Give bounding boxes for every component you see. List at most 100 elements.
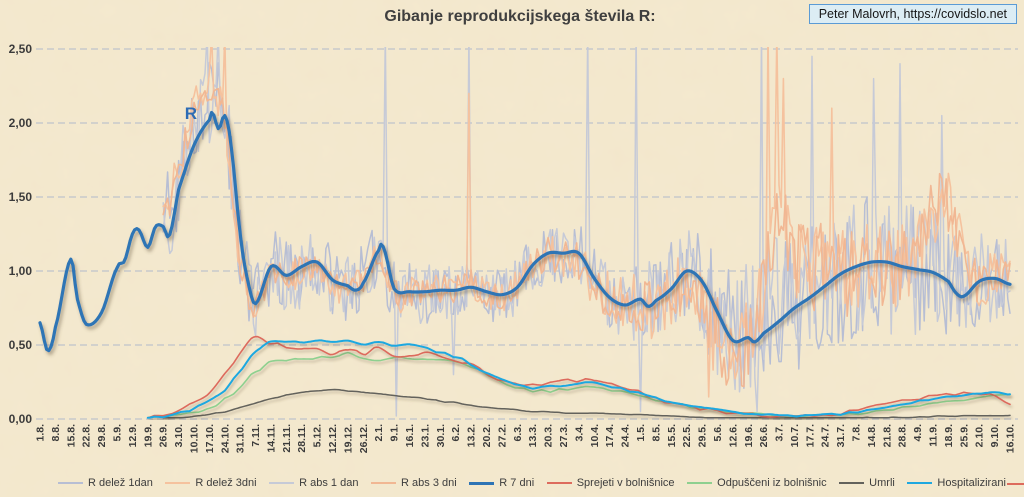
y-tick-label: 0,50 xyxy=(9,338,33,352)
x-tick-label: 5.12. xyxy=(312,424,324,447)
legend-swatch xyxy=(546,482,572,484)
y-tick-label: 2,50 xyxy=(9,42,33,56)
series-hospitalizirani xyxy=(146,339,1011,419)
x-tick-label: 31.10. xyxy=(235,424,247,453)
legend-item: Sprejeti v bolnišnice xyxy=(546,477,675,489)
x-tick-label: 9.10. xyxy=(989,424,1001,447)
legend-item: R delež 1dan xyxy=(58,477,153,489)
x-tick-label: 3.7. xyxy=(774,424,786,442)
x-tick-label: 25.9. xyxy=(958,424,970,447)
x-tick-label: 2.10. xyxy=(974,424,986,447)
x-tick-label: 19.12. xyxy=(342,424,354,453)
x-tick-label: 5.9. xyxy=(111,424,123,442)
x-tick-label: 26.9. xyxy=(158,424,170,447)
legend-swatch xyxy=(687,482,713,484)
x-tick-label: 27.3. xyxy=(558,424,570,447)
x-tick-label: 19.6. xyxy=(743,424,755,447)
x-tick-label: 17.10. xyxy=(204,424,216,453)
x-tick-label: 21.8. xyxy=(881,424,893,447)
x-tick-label: 4.9. xyxy=(912,424,924,442)
x-tick-label: 31.7. xyxy=(835,424,847,447)
x-tick-label: 18.9. xyxy=(943,424,955,447)
legend-item: R abs 1 dan xyxy=(269,477,358,489)
credit-text: Peter Malovrh, https://covidslo.net xyxy=(818,7,1007,21)
x-tick-label: 3.10. xyxy=(173,424,185,447)
x-tick-label: 16.10. xyxy=(1005,424,1017,453)
legend-label: Hospitalizirani xyxy=(937,477,1006,489)
x-tick-label: 24.7. xyxy=(820,424,832,447)
x-tick-label: 29.5. xyxy=(697,424,709,447)
series-r-7-dni xyxy=(38,110,1012,353)
x-tick-label: 14.8. xyxy=(866,424,878,447)
x-tick-label: 27.2. xyxy=(496,424,508,447)
x-tick-label: 28.11. xyxy=(296,424,308,453)
x-tick-label: 15.8. xyxy=(65,424,77,447)
x-tick-label: 19.9. xyxy=(142,424,154,447)
x-tick-label: 12.6. xyxy=(727,424,739,447)
x-tick-label: 26.6. xyxy=(758,424,770,447)
x-tick-label: 21.11. xyxy=(281,424,293,453)
legend-label: R delež 3dni xyxy=(195,477,257,489)
legend-item: Hospitalizirani xyxy=(907,477,1006,489)
x-tick-label: 1.5. xyxy=(635,424,647,442)
x-tick-label: 13.3. xyxy=(527,424,539,447)
legend-item: R 7 dni xyxy=(469,477,534,489)
y-tick-label: 2,00 xyxy=(9,116,33,130)
x-tick-label: 23.1. xyxy=(419,424,431,447)
x-tick-label: 3.4. xyxy=(573,424,585,442)
x-tick-label: 12.9. xyxy=(127,424,139,447)
x-tick-label: 20.2. xyxy=(481,424,493,447)
legend: R delež 1dan R delež 3dni R abs 1 dan R abs… xyxy=(58,474,1006,492)
y-tick-label: 0,00 xyxy=(9,412,33,426)
legend-item: Odpuščeni iz bolnišnic xyxy=(687,477,827,489)
legend-swatch xyxy=(269,482,295,484)
legend-label: R abs 1 dan xyxy=(299,477,359,489)
x-tick-label: 15.5. xyxy=(666,424,678,447)
x-tick-label: 17.7. xyxy=(804,424,816,447)
legend-label: R abs 3 dni xyxy=(401,477,457,489)
legend-swatch xyxy=(907,482,933,484)
y-tick-label: 1,00 xyxy=(9,264,33,278)
series-umrli xyxy=(162,388,1011,419)
x-tick-label: 6.2. xyxy=(450,424,462,442)
r-annotation: R xyxy=(185,104,197,123)
legend-swatch xyxy=(371,482,397,484)
x-tick-label: 26.12. xyxy=(358,424,370,453)
x-tick-label: 22.5. xyxy=(681,424,693,447)
x-tick-label: 10.7. xyxy=(789,424,801,447)
series-r-abs-3-dni xyxy=(162,87,1011,388)
chart-title: Gibanje reprodukcijskega števila R: xyxy=(384,8,656,25)
legend-swatch xyxy=(839,482,865,484)
legend-item-partial-swatch xyxy=(1007,483,1024,485)
x-tick-label: 6.3. xyxy=(512,424,524,442)
x-tick-label: 2.1. xyxy=(373,424,385,442)
x-tick-label: 10.10. xyxy=(188,424,200,453)
legend-label: Odpuščeni iz bolnišnic xyxy=(717,477,827,489)
legend-label: Umrli xyxy=(869,477,895,489)
legend-swatch xyxy=(58,482,83,484)
x-tick-label: 20.3. xyxy=(543,424,555,447)
series-odpu-eni-iz-bolni-nic xyxy=(162,351,1011,418)
x-tick-label: 11.9. xyxy=(928,424,940,447)
x-tick-label: 30.1. xyxy=(435,424,447,447)
x-tick-label: 7.11. xyxy=(250,424,262,447)
x-tick-label: 8.5. xyxy=(650,424,662,442)
series-sprejeti-v-bolni-nice xyxy=(147,335,1011,419)
x-tick-label: 14.11. xyxy=(265,424,277,453)
legend-item: R abs 3 dni xyxy=(371,477,457,489)
legend-label: Sprejeti v bolnišnice xyxy=(576,477,675,489)
x-tick-label: 1.8. xyxy=(35,424,47,442)
x-tick-label: 24.10. xyxy=(219,424,231,453)
x-tick-label: 9.1. xyxy=(389,424,401,442)
x-tick-label: 29.8. xyxy=(96,424,108,447)
legend-swatch xyxy=(469,481,495,485)
x-tick-label: 16.1. xyxy=(404,424,416,447)
legend-swatch xyxy=(165,482,191,484)
x-tick-label: 5.6. xyxy=(712,424,724,442)
y-tick-label: 1,50 xyxy=(9,190,33,204)
x-tick-label: 13.2. xyxy=(466,424,478,447)
x-tick-label: 8.8. xyxy=(50,424,62,442)
x-tick-label: 28.8. xyxy=(897,424,909,447)
